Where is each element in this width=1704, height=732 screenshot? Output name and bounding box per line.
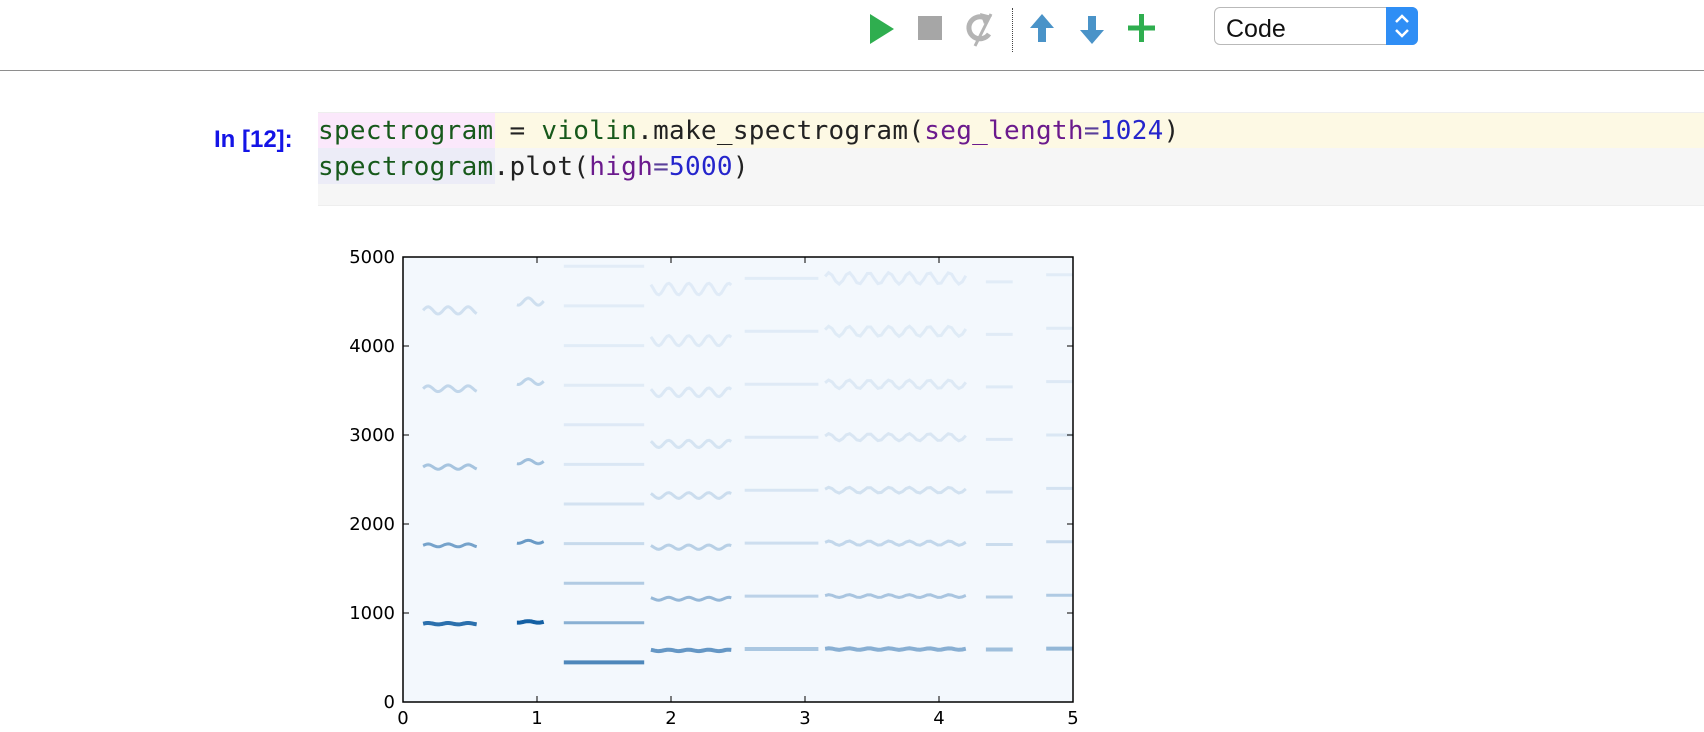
y-tick-label: 1000: [349, 603, 395, 624]
y-tick-label: 2000: [349, 514, 395, 535]
code-line-2: spectrogram.plot(high=5000): [318, 152, 749, 182]
y-tick-label: 5000: [349, 247, 395, 268]
match-highlight: [318, 148, 495, 184]
spectrogram-trace: [649, 438, 733, 450]
code-token: spectrogram: [318, 116, 494, 146]
restart-kernel-button[interactable]: [963, 8, 1003, 48]
spectrogram-trace: [516, 538, 545, 545]
code-token: =: [653, 152, 670, 182]
add-cell-icon: [1128, 14, 1155, 42]
toolbar-separator: [1012, 8, 1013, 52]
spectrogram-trace: [422, 621, 478, 627]
select-arrows: [1386, 7, 1418, 45]
code-token: spectrogram: [318, 152, 494, 182]
move-down-icon: [1080, 16, 1104, 44]
spectrogram-trace: [823, 270, 968, 287]
y-tick-label: 3000: [349, 425, 395, 446]
code-token: .make_spectrogram(: [637, 116, 925, 146]
insert-cell-button[interactable]: [1128, 8, 1168, 48]
y-tick-label: 0: [384, 692, 395, 713]
run-icon: [870, 14, 894, 44]
chevron-updown-icon: [1395, 14, 1409, 38]
x-tick-label: 4: [933, 708, 944, 729]
code-token: seg_length: [924, 116, 1084, 146]
move-cell-down-button[interactable]: [1078, 8, 1118, 48]
spectrogram-trace: [516, 296, 545, 307]
code-token: =: [493, 116, 542, 146]
code-token: =: [1083, 116, 1100, 146]
spectrogram-trace: [824, 485, 967, 495]
spectrogram-trace: [516, 457, 545, 466]
notebook-toolbar: Code: [0, 0, 1704, 71]
spectrogram-trace: [422, 463, 478, 471]
spectrogram-trace: [516, 619, 545, 625]
spectrogram-trace: [650, 595, 732, 602]
interrupt-button[interactable]: [916, 8, 956, 48]
spectrogram-trace: [824, 593, 967, 600]
plot-area: [403, 257, 1073, 702]
x-tick-label: 5: [1067, 708, 1078, 729]
spectrogram-trace: [649, 281, 733, 297]
code-line-1: spectrogram = violin.make_spectrogram(se…: [318, 116, 1180, 146]
spectrogram-trace: [824, 646, 967, 652]
match-highlight: [318, 113, 495, 148]
run-cell-button[interactable]: [866, 8, 906, 48]
cell-type-label: Code: [1226, 15, 1286, 43]
spectrogram-trace: [649, 333, 733, 348]
x-tick-label: 3: [799, 708, 810, 729]
stop-icon: [918, 16, 942, 40]
spectrogram-trace: [824, 324, 968, 339]
current-line-highlight: [318, 113, 1704, 148]
code-token: .plot(: [493, 152, 590, 182]
move-cell-up-button[interactable]: [1028, 8, 1068, 48]
spectrogram-trace: [649, 386, 733, 399]
code-token: ): [1163, 116, 1180, 146]
spectrogram-trace: [516, 377, 545, 387]
code-token: violin: [541, 116, 638, 146]
spectrogram-trace: [650, 491, 732, 500]
spectrogram-trace: [422, 305, 478, 316]
spectrogram-trace: [422, 384, 478, 394]
input-prompt: In [12]:: [214, 126, 293, 153]
plot-frame: [402, 256, 1074, 703]
y-tick-label: 4000: [349, 336, 395, 357]
code-token: ): [732, 152, 749, 182]
code-token: high: [589, 152, 654, 182]
x-tick-label: 2: [665, 708, 676, 729]
code-token: 5000: [669, 152, 733, 182]
cell-type-select[interactable]: Code: [1214, 7, 1418, 45]
spectrogram-trace: [824, 431, 967, 443]
move-up-icon: [1030, 14, 1054, 42]
spectrogram-trace: [650, 647, 732, 654]
x-tick-label: 0: [397, 708, 408, 729]
x-tick-label: 1: [531, 708, 542, 729]
restart-icon: [966, 13, 993, 47]
spectrogram-trace: [650, 543, 732, 551]
spectrogram-trace: [824, 378, 967, 391]
spectrogram-trace: [422, 542, 478, 549]
spectrogram-trace: [824, 539, 967, 547]
code-editor[interactable]: spectrogram = violin.make_spectrogram(se…: [318, 112, 1704, 206]
code-token: 1024: [1099, 116, 1164, 146]
